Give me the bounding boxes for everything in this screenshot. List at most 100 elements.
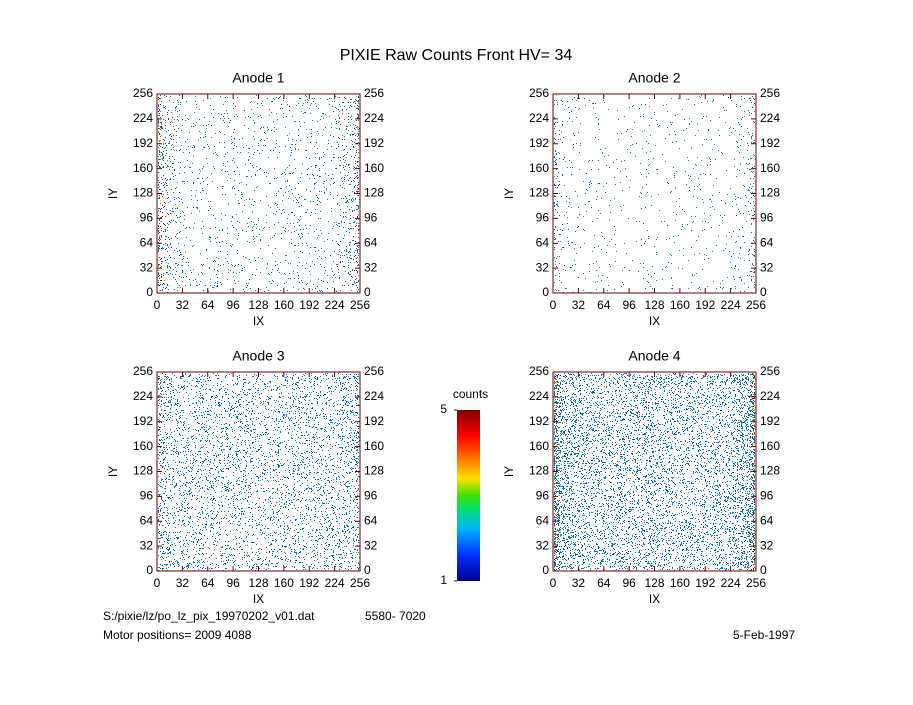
y-tick-label-right: 256 bbox=[760, 364, 780, 378]
x-axis-label: IX bbox=[253, 314, 264, 328]
y-tick-label-right: 128 bbox=[364, 464, 384, 478]
pixel-texture bbox=[554, 373, 756, 571]
pixel-texture bbox=[554, 95, 755, 293]
x-tick-label: 32 bbox=[176, 576, 190, 590]
panel-title: Anode 4 bbox=[628, 348, 680, 364]
x-tick-label: 160 bbox=[670, 298, 690, 312]
y-tick-label: 160 bbox=[529, 439, 549, 453]
x-tick-label: 96 bbox=[226, 298, 240, 312]
y-tick-label: 128 bbox=[529, 464, 549, 478]
y-tick-label: 192 bbox=[133, 414, 153, 428]
x-axis-label: IX bbox=[649, 592, 660, 606]
y-tick-label-right: 192 bbox=[364, 136, 384, 150]
y-tick-label: 192 bbox=[529, 136, 549, 150]
x-tick-label: 96 bbox=[226, 576, 240, 590]
pixel-texture bbox=[554, 96, 755, 293]
y-tick-label: 256 bbox=[133, 364, 153, 378]
y-tick-label-right: 224 bbox=[760, 389, 780, 403]
y-tick-label-right: 128 bbox=[760, 186, 780, 200]
y-tick-label: 192 bbox=[133, 136, 153, 150]
pixel-texture bbox=[158, 95, 359, 293]
y-tick-label: 32 bbox=[140, 260, 154, 274]
x-tick-label: 128 bbox=[644, 576, 664, 590]
y-tick-label-right: 160 bbox=[760, 439, 780, 453]
x-axis-label: IX bbox=[649, 314, 660, 328]
y-axis-label: IY bbox=[502, 466, 516, 477]
y-tick-label-right: 256 bbox=[760, 86, 780, 100]
y-tick-label: 128 bbox=[133, 464, 153, 478]
panel-title: Anode 2 bbox=[628, 70, 680, 86]
y-axis-label: IY bbox=[502, 188, 516, 199]
x-tick-label: 192 bbox=[695, 576, 715, 590]
x-tick-label: 128 bbox=[248, 298, 268, 312]
footer-file: S:/pixie/lz/po_lz_pix_19970202_v01.dat bbox=[103, 609, 315, 623]
x-tick-label: 160 bbox=[274, 576, 294, 590]
x-tick-label: 192 bbox=[695, 298, 715, 312]
x-tick-label: 160 bbox=[274, 298, 294, 312]
colorbar-label: counts bbox=[453, 387, 488, 401]
y-tick-label: 32 bbox=[536, 260, 550, 274]
pixel-texture bbox=[556, 95, 755, 193]
y-tick-label: 96 bbox=[536, 489, 550, 503]
x-tick-label: 256 bbox=[746, 576, 766, 590]
y-tick-label: 32 bbox=[536, 538, 550, 552]
y-tick-label-right: 64 bbox=[760, 235, 774, 249]
pixel-texture bbox=[158, 95, 360, 293]
x-tick-label: 0 bbox=[550, 576, 557, 590]
y-tick-label: 0 bbox=[542, 285, 549, 299]
y-tick-label-right: 160 bbox=[364, 439, 384, 453]
pixel-texture bbox=[554, 95, 756, 291]
panel-title: Anode 1 bbox=[232, 70, 284, 86]
x-tick-label: 192 bbox=[299, 298, 319, 312]
panel-title: Anode 3 bbox=[232, 348, 284, 364]
x-tick-label: 160 bbox=[670, 576, 690, 590]
plot-frame bbox=[552, 371, 757, 572]
x-tick-label: 128 bbox=[644, 298, 664, 312]
x-tick-label: 224 bbox=[721, 298, 741, 312]
y-tick-label-right: 160 bbox=[760, 161, 780, 175]
pixel-texture bbox=[554, 373, 755, 571]
x-tick-label: 32 bbox=[572, 298, 586, 312]
colorbar bbox=[457, 410, 480, 581]
footer-date: 5-Feb-1997 bbox=[733, 628, 795, 642]
footer-range: 5580- 7020 bbox=[365, 609, 426, 623]
y-tick-label: 64 bbox=[536, 235, 550, 249]
x-tick-label: 256 bbox=[350, 576, 370, 590]
x-tick-label: 96 bbox=[622, 298, 636, 312]
y-tick-label: 160 bbox=[529, 161, 549, 175]
x-tick-label: 32 bbox=[176, 298, 190, 312]
y-tick-label-right: 64 bbox=[364, 513, 378, 527]
pixel-texture bbox=[160, 432, 359, 562]
y-tick-label: 192 bbox=[529, 414, 549, 428]
y-tick-label: 224 bbox=[529, 389, 549, 403]
x-tick-label: 128 bbox=[248, 576, 268, 590]
y-tick-label-right: 96 bbox=[760, 211, 774, 225]
y-tick-label-right: 32 bbox=[760, 538, 774, 552]
y-tick-label: 64 bbox=[140, 235, 154, 249]
y-tick-label-right: 96 bbox=[364, 211, 378, 225]
y-tick-label-right: 96 bbox=[760, 489, 774, 503]
footer-motor: Motor positions= 2009 4088 bbox=[103, 628, 252, 642]
pixel-texture bbox=[158, 373, 360, 571]
y-tick-label-right: 128 bbox=[760, 464, 780, 478]
y-tick-label-right: 0 bbox=[364, 563, 371, 577]
pixel-texture bbox=[158, 97, 359, 266]
plot-frame bbox=[156, 93, 361, 294]
x-tick-label: 224 bbox=[325, 576, 345, 590]
y-tick-label: 128 bbox=[529, 186, 549, 200]
y-tick-label-right: 160 bbox=[364, 161, 384, 175]
y-axis-label: IY bbox=[106, 188, 120, 199]
x-tick-label: 64 bbox=[597, 298, 611, 312]
colorbar-tick-label: 1 bbox=[440, 573, 447, 587]
x-tick-label: 256 bbox=[746, 298, 766, 312]
y-tick-label-right: 32 bbox=[760, 260, 774, 274]
y-tick-label: 0 bbox=[146, 563, 153, 577]
y-tick-label: 96 bbox=[140, 489, 154, 503]
x-tick-label: 224 bbox=[325, 298, 345, 312]
plot-frame bbox=[552, 93, 757, 294]
pixel-texture bbox=[554, 374, 755, 568]
y-tick-label-right: 64 bbox=[760, 513, 774, 527]
y-tick-label-right: 64 bbox=[364, 235, 378, 249]
y-tick-label-right: 192 bbox=[760, 136, 780, 150]
